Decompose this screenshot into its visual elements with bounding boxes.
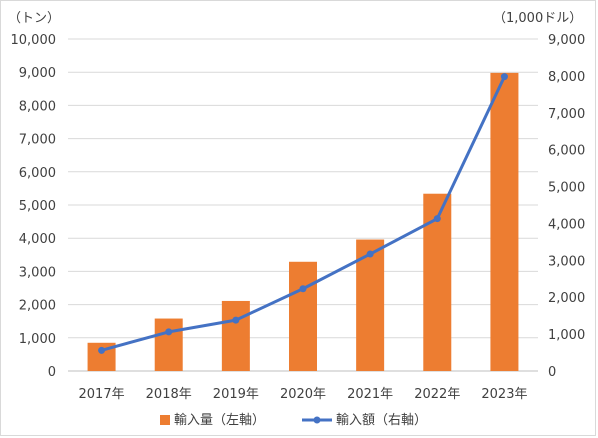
bar [289,261,317,371]
legend-marker-import-value [313,416,321,424]
legend-swatch-import-volume [160,415,170,425]
line-point [98,346,106,354]
line-series-import-value [98,73,508,354]
legend-label-import-volume: 輸入量（左軸） [174,413,265,428]
right-tick-label: 7,000 [548,107,585,122]
left-axis-unit: （トン） [8,11,60,26]
right-axis-unit: （1,000ドル） [493,11,582,26]
x-tick-label: 2023年 [481,387,527,402]
left-tick-label: 3,000 [19,265,56,280]
left-tick-label: 0 [48,365,56,380]
right-tick-label: 4,000 [548,217,585,232]
bar [490,72,519,371]
x-tick-label: 2020年 [280,387,326,402]
left-tick-label: 7,000 [19,133,56,148]
right-tick-label: 6,000 [548,144,585,159]
x-tick-label: 2017年 [79,387,125,402]
x-tick-label: 2022年 [414,387,460,402]
line-point [500,73,508,81]
right-tick-label: 1,000 [548,328,585,343]
bar [221,300,250,371]
left-tick-label: 9,000 [19,66,56,81]
gridlines [68,38,538,372]
right-axis-ticks: 0 1,000 2,000 3,000 4,000 5,000 6,000 7,000 8,00… [548,33,585,380]
left-axis-ticks: 0 1,000 2,000 3,000 4,000 5,000 6,000 7,000 8,00… [11,33,57,380]
left-tick-label: 4,000 [19,232,56,247]
x-tick-label: 2021年 [347,387,393,402]
right-tick-label: 3,000 [548,254,585,269]
left-tick-label: 5,000 [19,199,56,214]
x-tick-label: 2018年 [146,387,192,402]
bar [154,318,183,371]
legend-label-import-value: 輸入額（右軸） [336,413,427,428]
left-tick-label: 10,000 [11,33,57,48]
right-tick-label: 2,000 [548,291,585,306]
right-tick-label: 8,000 [548,70,585,85]
line-point [299,285,307,293]
right-tick-label: 9,000 [548,33,585,48]
x-tick-label: 2019年 [213,387,259,402]
line-point [165,328,173,336]
bar [356,239,385,371]
left-tick-label: 8,000 [19,99,56,114]
bar-series-import-volume [87,72,519,371]
left-tick-label: 6,000 [19,166,56,181]
line-point [366,250,374,258]
line-point [232,316,240,324]
right-tick-label: 0 [548,365,556,380]
left-tick-label: 1,000 [19,332,56,347]
legend: 輸入量（左軸） 輸入額（右軸） [160,413,427,428]
right-tick-label: 5,000 [548,181,585,196]
left-tick-label: 2,000 [19,299,56,314]
x-axis-ticks: 2017年 2018年 2019年 2020年 2021年 2022年 2023年 [79,387,528,402]
line-point [433,215,441,223]
